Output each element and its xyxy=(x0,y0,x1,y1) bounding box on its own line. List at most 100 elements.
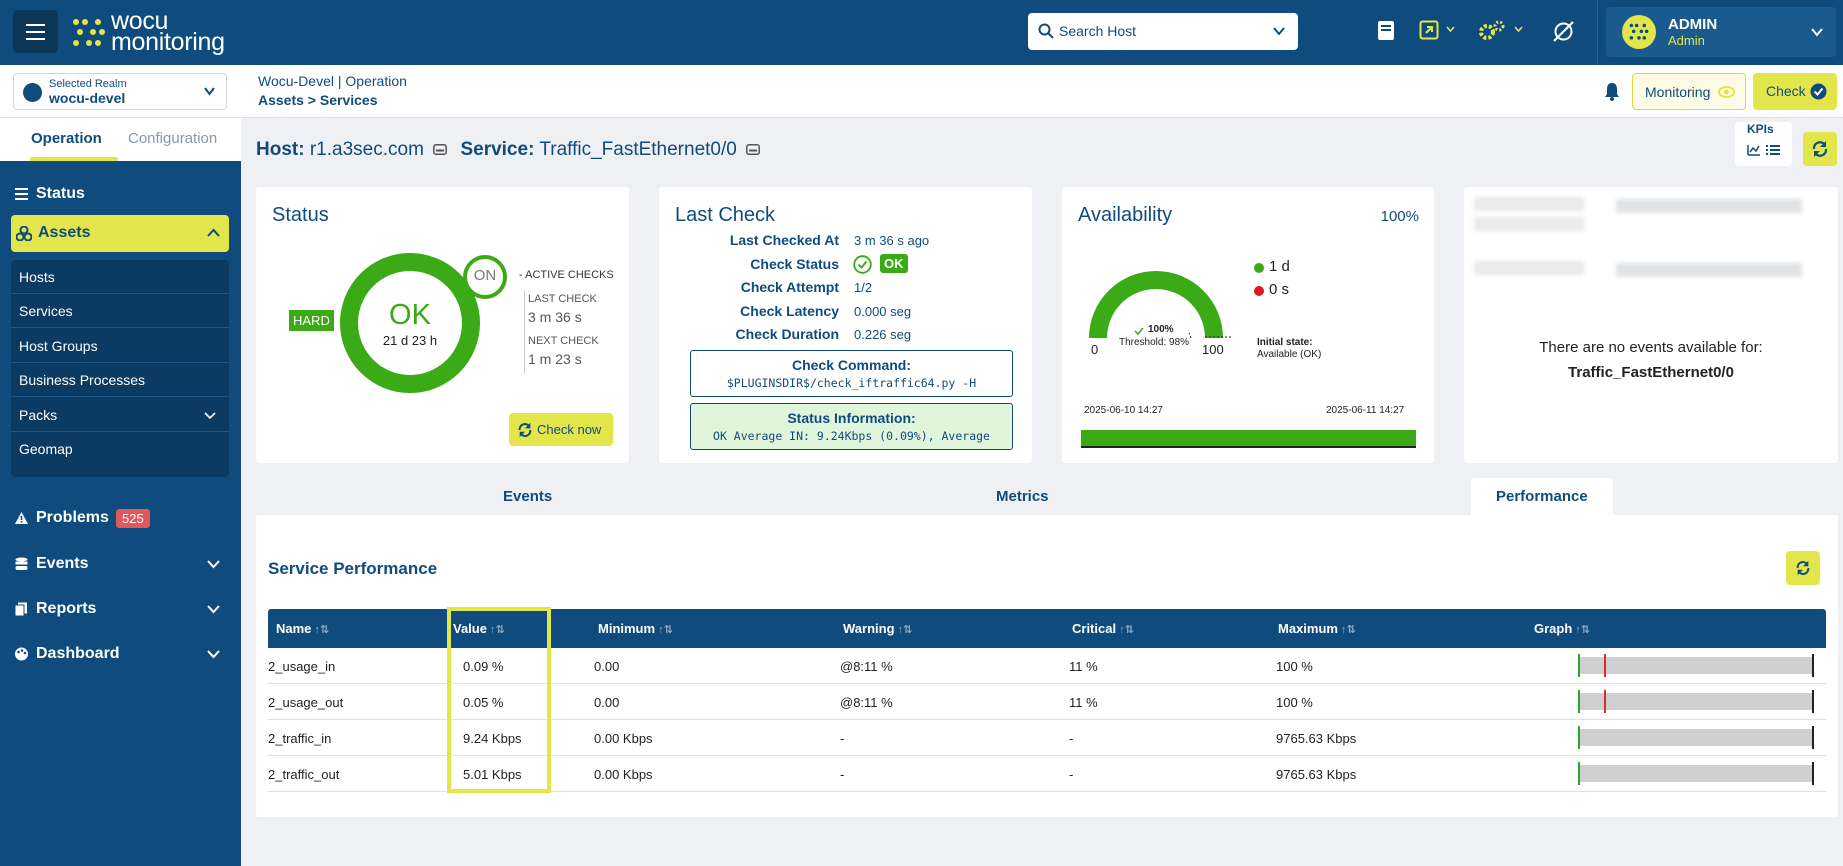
table-row[interactable]: 2_traffic_in 9.24 Kbps 0.00 Kbps - - 976… xyxy=(268,720,1826,756)
monitoring-label: Monitoring xyxy=(1645,84,1711,100)
column-header-maximum[interactable]: Maximum ↑⇅ xyxy=(1278,621,1356,636)
perf-graph-bar xyxy=(1578,690,1814,713)
column-header-label: Critical xyxy=(1072,621,1117,636)
monitoring-button[interactable]: Monitoring xyxy=(1632,73,1746,110)
bell-icon[interactable] xyxy=(1603,82,1621,101)
hamburger-icon xyxy=(26,24,45,26)
timeline-end-date: 2025-06-11 14:27 xyxy=(1326,405,1405,416)
list-icon[interactable] xyxy=(1766,144,1780,156)
avatar xyxy=(1622,15,1656,49)
check-command-box[interactable]: Check Command: $PLUGINSDIR$/check_iftraf… xyxy=(690,350,1013,397)
gears-icon[interactable] xyxy=(1479,20,1505,42)
table-row[interactable]: 2_traffic_out 5.01 Kbps 0.00 Kbps - - 97… xyxy=(268,756,1826,792)
blurred-placeholder xyxy=(1616,199,1802,213)
submenu-item-geomap[interactable]: Geomap xyxy=(11,432,229,466)
sub-header: Selected Realm wocu-devel Wocu-Devel | O… xyxy=(0,65,1843,118)
tab-metrics[interactable]: Metrics xyxy=(996,488,1049,505)
chevron-down-icon[interactable] xyxy=(1446,26,1455,33)
search-host-select[interactable]: Search Host xyxy=(1028,13,1298,50)
submenu-item-packs[interactable]: Packs xyxy=(11,398,229,432)
active-checks-text: ACTIVE CHECKS xyxy=(525,269,614,281)
chevron-down-icon[interactable] xyxy=(1514,26,1523,33)
cell-warning: @8:11 % xyxy=(840,695,893,710)
availability-percent: 100% xyxy=(1380,208,1419,225)
service-label: Service: xyxy=(460,139,535,160)
realm-icon xyxy=(23,83,42,102)
column-header-label: Name xyxy=(276,621,312,636)
sidebar-item-dashboard[interactable]: Dashboard xyxy=(0,636,241,672)
sidebar-item-problems[interactable]: Problems 525 xyxy=(0,500,241,536)
legend-critical-dot xyxy=(1254,286,1264,296)
column-header-graph[interactable]: Graph ↑⇅ xyxy=(1534,621,1590,636)
user-menu[interactable]: ADMIN Admin xyxy=(1606,7,1836,57)
perf-graph-level xyxy=(1578,726,1580,749)
external-link-icon[interactable] xyxy=(1419,20,1439,40)
column-header-critical[interactable]: Critical ↑⇅ xyxy=(1072,621,1134,636)
breadcrumb[interactable]: Assets > Services xyxy=(258,92,378,108)
realm-label: Selected Realm xyxy=(49,78,127,90)
active-checks-indicator[interactable]: ON xyxy=(463,255,507,299)
gauge-min-label: 0 xyxy=(1091,342,1099,357)
tab-configuration[interactable]: Configuration xyxy=(128,130,218,147)
sidebar-item-label: Problems xyxy=(36,509,109,526)
sidebar-item-status[interactable]: Status xyxy=(0,176,241,212)
sidebar-item-events[interactable]: Events xyxy=(0,546,241,582)
initial-state-label: Initial state: xyxy=(1257,337,1313,348)
table-row[interactable]: 2_usage_out 0.05 % 0.00 @8:11 % 11 % 100… xyxy=(268,684,1826,720)
column-header-value[interactable]: Value ↑⇅ xyxy=(453,621,505,636)
status-information-box[interactable]: Status Information: OK Average IN: 9.24K… xyxy=(690,403,1013,450)
state-type-badge: HARD xyxy=(289,310,334,331)
panel-title: Service Performance xyxy=(268,559,438,578)
cell-name: 2_usage_out xyxy=(268,695,344,710)
server-icon xyxy=(433,144,448,155)
tab-events[interactable]: Events xyxy=(503,488,553,505)
user-role: Admin xyxy=(1668,33,1705,48)
chart-icon[interactable] xyxy=(1747,144,1761,156)
submenu-item-label: Business Processes xyxy=(19,372,146,388)
divider xyxy=(524,290,525,374)
submenu-item-hosts[interactable]: Hosts xyxy=(11,260,229,294)
column-header-minimum[interactable]: Minimum ↑⇅ xyxy=(598,621,673,636)
kpis-toggle[interactable]: KPIs xyxy=(1735,122,1792,166)
performance-refresh-button[interactable] xyxy=(1786,551,1820,585)
cell-name: 2_traffic_out xyxy=(268,767,340,782)
sidebar-item-reports[interactable]: Reports xyxy=(0,591,241,627)
cell-minimum: 0.00 Kbps xyxy=(594,731,653,746)
legend-critical-value: 0 s xyxy=(1269,281,1290,298)
check-attempt-label: Check Attempt xyxy=(740,279,839,295)
wocu-logo-icon xyxy=(1629,23,1649,40)
service-value[interactable]: Traffic_FastEthernet0/0 xyxy=(539,139,737,160)
column-header-label: Minimum xyxy=(598,621,656,636)
availability-timeline-bar[interactable] xyxy=(1081,430,1416,448)
gauge-max-label: 100 xyxy=(1202,342,1224,357)
host-value[interactable]: r1.a3sec.com xyxy=(309,139,424,160)
column-header-name[interactable]: Name ↑⇅ xyxy=(276,621,329,636)
monitoring-off-icon[interactable] xyxy=(1551,19,1576,44)
check-now-button[interactable]: Check now xyxy=(509,413,613,446)
card-title: Status xyxy=(272,204,329,226)
book-icon[interactable] xyxy=(1377,20,1395,41)
legend-ok-dot xyxy=(1254,263,1264,273)
chevron-down-icon xyxy=(207,560,220,569)
blurred-placeholder xyxy=(1474,217,1584,231)
perf-graph-critical-mark xyxy=(1604,690,1606,713)
submenu-item-services[interactable]: Services xyxy=(11,294,229,328)
sidebar-item-assets[interactable]: Assets xyxy=(11,215,229,252)
menu-toggle-button[interactable] xyxy=(13,10,58,53)
submenu-item-business-processes[interactable]: Business Processes xyxy=(11,363,229,397)
refresh-button[interactable] xyxy=(1803,132,1837,166)
tab-operation[interactable]: Operation xyxy=(31,130,102,147)
warning-icon xyxy=(15,512,28,524)
table-row[interactable]: 2_usage_in 0.09 % 0.00 @8:11 % 11 % 100 … xyxy=(268,648,1826,684)
submenu-item-host-groups[interactable]: Host Groups xyxy=(11,329,229,363)
check-button[interactable]: Check xyxy=(1753,73,1837,110)
breadcrumb-context[interactable]: Wocu-Devel | Operation xyxy=(258,73,407,89)
last-checked-label: Last Checked At xyxy=(729,232,839,248)
status-card: Status HARD OK 21 d 23 h ON - ACTIVE CHE… xyxy=(256,187,629,463)
column-header-warning[interactable]: Warning ↑⇅ xyxy=(843,621,912,636)
chevron-up-icon xyxy=(207,228,220,237)
tab-performance[interactable]: Performance xyxy=(1496,488,1588,505)
last-check-label: LAST CHECK xyxy=(528,293,597,305)
realm-selector[interactable]: Selected Realm wocu-devel xyxy=(13,73,227,110)
timeline-start-date: 2025-06-10 14:27 xyxy=(1084,405,1163,416)
